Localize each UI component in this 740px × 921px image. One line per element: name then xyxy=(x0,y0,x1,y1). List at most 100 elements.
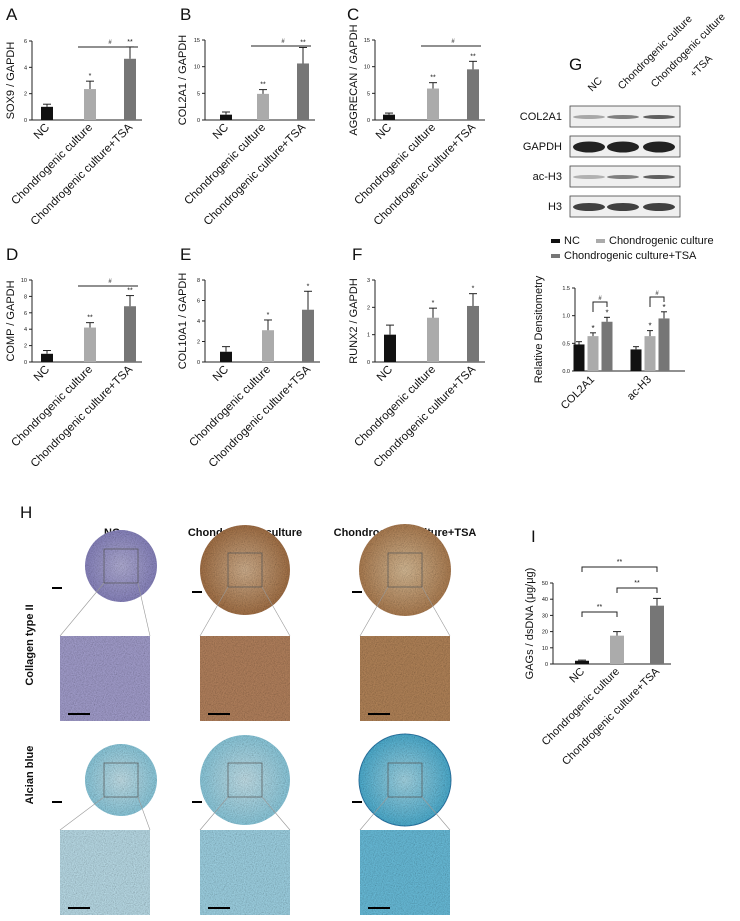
micrograph-overview xyxy=(85,530,157,602)
bar xyxy=(610,635,624,664)
y-axis-label: AGGRECAN / GAPDH xyxy=(348,24,360,135)
x-tick-label: NC xyxy=(32,122,52,142)
x-tick-label: NC xyxy=(211,364,231,384)
y-tick-label: 1.5 xyxy=(562,286,570,292)
y-axis-label: SOX9 / GAPDH xyxy=(5,42,17,120)
y-tick-label: 0 xyxy=(197,360,200,366)
blot-band xyxy=(607,115,639,119)
zoom-connector xyxy=(261,586,291,637)
x-tick-label: ac-H3 xyxy=(625,374,654,403)
y-tick-label: 10 xyxy=(542,646,548,652)
x-tick-label: NC xyxy=(374,122,394,142)
significance-mark: ** xyxy=(87,315,93,322)
x-tick-label: NC xyxy=(375,364,395,384)
y-tick-label: 50 xyxy=(542,581,548,587)
y-axis-label: COL10A1 / GAPDH xyxy=(177,273,189,370)
significance-mark: * xyxy=(472,286,475,293)
significance-mark: * xyxy=(591,324,594,333)
zoom-connector xyxy=(59,582,105,637)
zoom-region-box xyxy=(227,552,263,588)
chart-panel-c: C 0 5 10 15 AGGRECAN / GAPDH NC ** Chondrogenic … xyxy=(347,5,485,228)
blot-band xyxy=(643,141,675,153)
zoom-connector xyxy=(199,796,229,831)
y-tick-label: 10 xyxy=(21,278,27,284)
significance-mark: ** xyxy=(597,604,603,611)
significance-mark: ** xyxy=(470,53,476,60)
y-tick-label: 15 xyxy=(194,38,200,44)
bar xyxy=(601,321,613,371)
y-axis-label: RUNX2 / GAPDH xyxy=(348,278,360,364)
panel-label: G xyxy=(569,55,582,74)
comparison-bracket xyxy=(649,296,665,307)
zoom-connector xyxy=(59,796,105,831)
y-tick-label: 0 xyxy=(367,118,370,124)
chart-panel-a: A 0 2 4 6 SOX9 / GAPDH NC * Chondrogenic culture… xyxy=(5,5,142,228)
chart-panel-e: E 0 2 4 6 8 COL10A1 / GAPDH NC * Chondrogenic cul… xyxy=(177,245,320,470)
x-tick-label: Chondrogenic culture xyxy=(352,122,438,208)
panel-label: I xyxy=(531,527,536,546)
chart-panel-d: D 0 2 4 6 8 10 COMP / GAPDH NC ** Chondrogenic cul… xyxy=(5,245,142,470)
bar xyxy=(257,93,269,120)
row-label: Collagen type II xyxy=(24,604,36,685)
x-tick-label: Chondrogenic culture xyxy=(187,364,273,450)
bar xyxy=(383,114,395,120)
bar xyxy=(644,336,656,371)
significance-mark: ** xyxy=(127,39,133,46)
significance-mark: ** xyxy=(127,288,133,295)
bar xyxy=(427,317,439,362)
micrograph-zoom xyxy=(60,830,150,915)
y-tick-label: 8 xyxy=(197,278,200,284)
blot-row-label: COL2A1 xyxy=(520,111,562,123)
zoom-connector xyxy=(137,796,151,831)
bar xyxy=(587,336,599,371)
bar xyxy=(124,306,136,362)
significance-mark: * xyxy=(605,308,608,317)
y-tick-label: 0.5 xyxy=(562,341,570,347)
zoom-connector xyxy=(421,796,451,831)
bar xyxy=(220,351,232,362)
significance-mark: * xyxy=(662,303,665,312)
y-tick-label: 30 xyxy=(542,613,548,619)
blot-band xyxy=(607,203,639,211)
significance-mark: * xyxy=(648,322,651,331)
y-tick-label: 6 xyxy=(24,39,27,45)
bar xyxy=(302,309,314,362)
bar xyxy=(84,89,96,120)
y-tick-label: 2 xyxy=(197,340,200,346)
bar xyxy=(124,58,136,120)
significance-mark: # xyxy=(451,39,455,45)
micrograph-overview xyxy=(200,735,290,825)
bar xyxy=(262,330,274,362)
significance-mark: # xyxy=(281,39,285,45)
y-tick-label: 0.0 xyxy=(562,369,570,375)
zoom-connector xyxy=(199,586,229,637)
comparison-bracket xyxy=(581,611,618,617)
panel-label: H xyxy=(20,503,32,522)
y-tick-label: 6 xyxy=(197,299,200,305)
y-tick-label: 2 xyxy=(24,92,27,98)
y-tick-label: 0 xyxy=(367,360,370,366)
y-tick-label: 4 xyxy=(24,65,27,71)
zoom-region-box xyxy=(103,548,139,584)
micrograph-overview xyxy=(200,525,290,615)
micrograph-zoom xyxy=(360,830,450,915)
significance-mark: * xyxy=(267,312,270,319)
y-tick-label: 3 xyxy=(367,278,370,284)
y-tick-label: 1 xyxy=(367,333,370,339)
significance-mark: # xyxy=(108,40,112,46)
micrograph-zoom xyxy=(360,636,450,721)
panel-label: F xyxy=(352,245,362,264)
x-tick-label: Chondrogenic culture xyxy=(352,364,438,450)
y-tick-label: 5 xyxy=(367,91,370,97)
y-tick-label: 8 xyxy=(24,294,27,300)
y-tick-label: 0 xyxy=(197,118,200,124)
panel-label: B xyxy=(180,5,191,24)
bar xyxy=(467,69,479,120)
x-tick-label: NC xyxy=(211,122,231,142)
y-tick-label: 20 xyxy=(542,630,548,636)
x-tick-label: NC xyxy=(567,666,587,686)
micrograph-zoom xyxy=(60,636,150,721)
y-tick-label: 10 xyxy=(364,65,370,71)
